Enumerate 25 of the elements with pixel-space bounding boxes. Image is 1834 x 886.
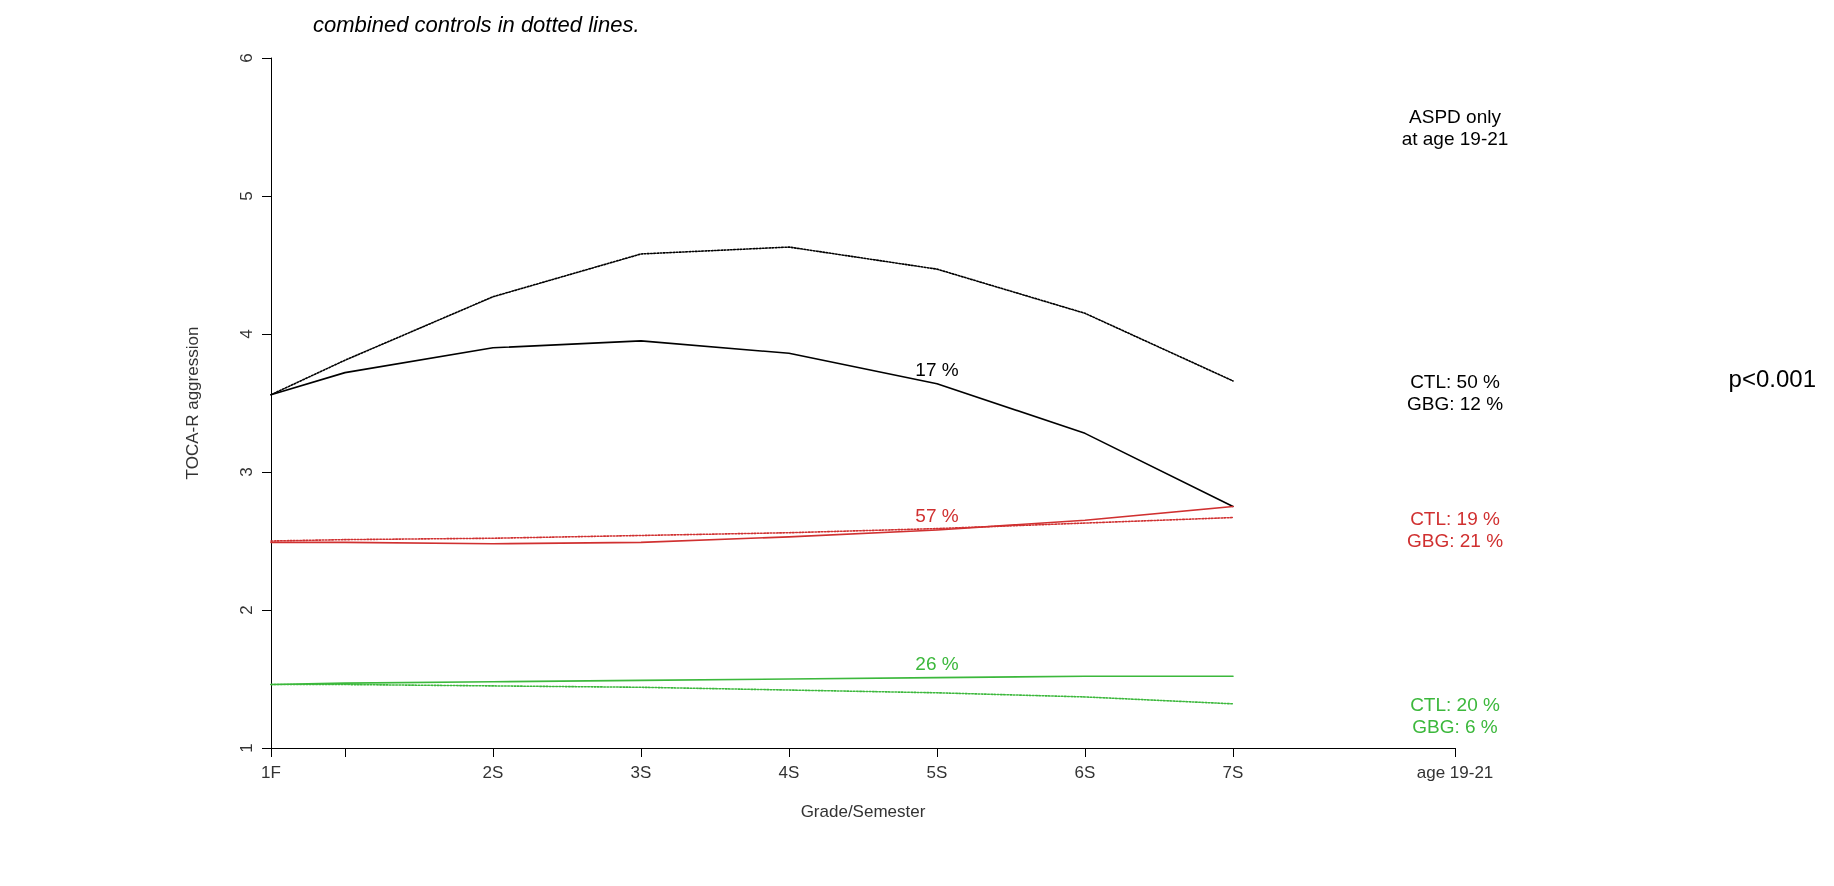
text: p<0.001 xyxy=(1728,365,1816,393)
x-tick-label: 3S xyxy=(630,763,652,782)
x-tick-label: 7S xyxy=(1222,763,1244,782)
annotation: ASPD only at age 19-21 xyxy=(1401,105,1509,149)
y-tick-label: 1 xyxy=(237,743,256,753)
x-tick-label: 5S xyxy=(926,763,948,782)
y-axis-title: TOCA-R aggression xyxy=(183,326,202,480)
x-axis-title: Grade/Semester xyxy=(800,802,926,821)
annotation: 17 % xyxy=(915,359,959,381)
y-tick-label: 6 xyxy=(237,53,256,63)
x-tick-label: 1F xyxy=(261,763,281,782)
y-tick-label: 2 xyxy=(237,605,256,615)
y-tick-label: 3 xyxy=(237,467,256,477)
x-tick-label: 6S xyxy=(1074,763,1096,782)
annotation: CTL: 19 % GBG: 21 % xyxy=(1406,508,1504,552)
annotation: 57 % xyxy=(915,505,959,527)
chart-title: combined controls in dotted lines. xyxy=(313,11,640,37)
x-tick-label: 4S xyxy=(778,763,800,782)
annotation: CTL: 50 % GBG: 12 % xyxy=(1406,371,1504,415)
annotation: CTL: 20 % GBG: 6 % xyxy=(1410,694,1500,738)
y-tick-label: 4 xyxy=(237,329,256,339)
y-tick-label: 5 xyxy=(237,191,256,201)
x-tick-label: age 19-21 xyxy=(1416,763,1494,782)
x-tick-label: 2S xyxy=(482,763,504,782)
annotation: 26 % xyxy=(915,653,959,675)
